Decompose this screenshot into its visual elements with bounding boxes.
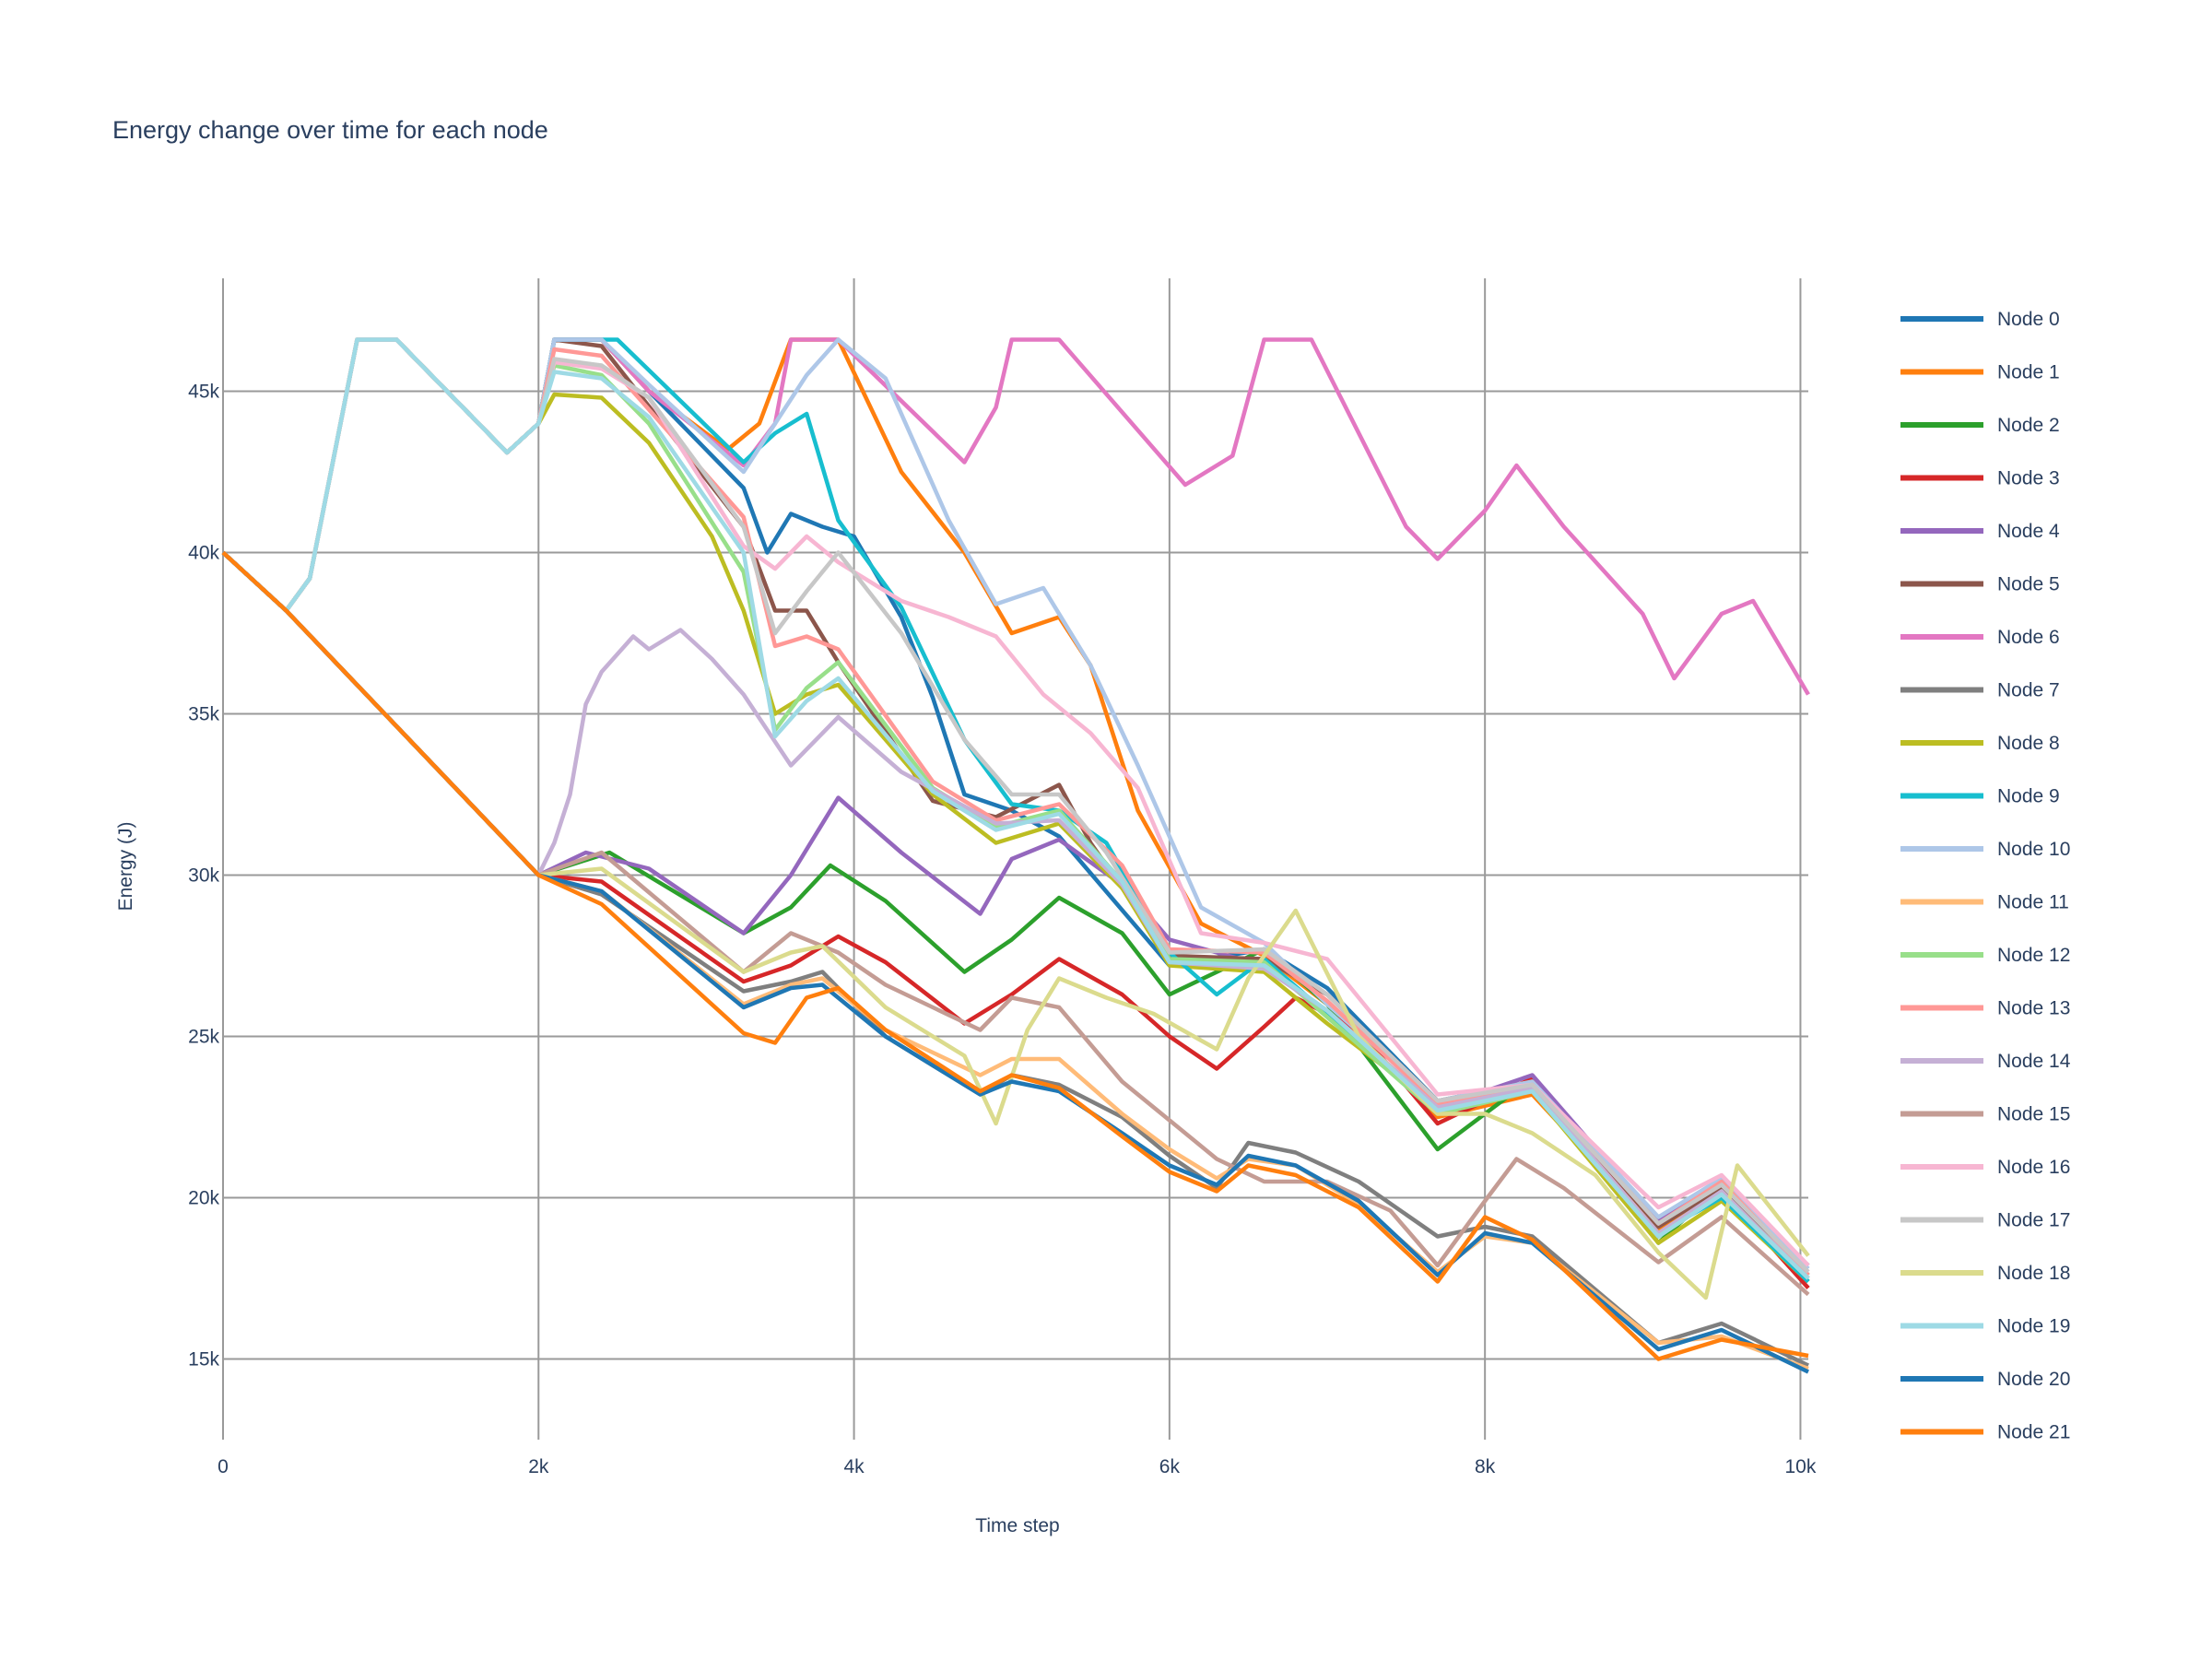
series-line-node-21 [221, 550, 1809, 1361]
grid-lines [222, 278, 1808, 1440]
legend-label: Node 13 [1997, 998, 2070, 1019]
series-lines [221, 337, 1810, 1374]
series-line-node-18 [221, 550, 1810, 1300]
legend-item-node-9[interactable]: Node 9 [1900, 786, 2060, 807]
y-axis-ticks: 15k 20k 25k 30k 35k 40k 45k [188, 382, 219, 1371]
legend-item-node-16[interactable]: Node 16 [1900, 1157, 2070, 1178]
legend-label: Node 20 [1997, 1369, 2070, 1390]
legend-label: Node 8 [1997, 733, 2060, 754]
x-tick-label: 10k [1785, 1456, 1817, 1477]
legend-label: Node 15 [1997, 1104, 2070, 1125]
legend-item-node-6[interactable]: Node 6 [1900, 627, 2060, 648]
legend-label: Node 11 [1997, 892, 2069, 913]
series-line-node-6 [221, 337, 1810, 696]
legend-label: Node 4 [1997, 521, 2060, 542]
legend-label: Node 6 [1997, 627, 2060, 648]
x-axis-label: Time step [975, 1515, 1059, 1536]
legend-label: Node 19 [1997, 1316, 2070, 1337]
legend-label: Node 16 [1997, 1157, 2070, 1178]
x-tick-label: 0 [218, 1456, 229, 1477]
legend-label: Node 0 [1997, 309, 2060, 330]
series-line-node-20 [221, 550, 1809, 1374]
legend-item-node-12[interactable]: Node 12 [1900, 945, 2070, 966]
y-tick-label: 20k [188, 1188, 219, 1209]
x-axis-ticks: 0 2k 4k 6k 8k 10k [218, 1456, 1817, 1477]
legend-label: Node 7 [1997, 680, 2060, 701]
x-tick-label: 6k [1159, 1456, 1181, 1477]
legend-item-node-3[interactable]: Node 3 [1900, 468, 2060, 489]
legend-label: Node 12 [1997, 945, 2070, 966]
series-line-node-7 [221, 550, 1809, 1368]
y-tick-label: 30k [188, 865, 219, 887]
legend-label: Node 10 [1997, 839, 2070, 860]
legend-item-node-11[interactable]: Node 11 [1900, 892, 2069, 913]
legend-item-node-14[interactable]: Node 14 [1900, 1051, 2071, 1072]
legend-item-node-8[interactable]: Node 8 [1900, 733, 2060, 754]
legend-item-node-0[interactable]: Node 0 [1900, 309, 2060, 330]
legend-item-node-5[interactable]: Node 5 [1900, 574, 2060, 595]
legend-item-node-17[interactable]: Node 17 [1900, 1210, 2070, 1231]
y-axis-label: Energy (J) [115, 822, 136, 912]
series-line-node-11 [221, 550, 1809, 1371]
y-tick-label: 40k [188, 543, 219, 564]
legend-label: Node 21 [1997, 1422, 2070, 1443]
series-line-node-15 [221, 550, 1810, 1297]
legend-label: Node 18 [1997, 1263, 2070, 1284]
y-tick-label: 35k [188, 704, 219, 725]
legend-item-node-10[interactable]: Node 10 [1900, 839, 2070, 860]
legend-item-node-21[interactable]: Node 21 [1900, 1422, 2070, 1443]
legend-label: Node 1 [1997, 362, 2060, 383]
legend-label: Node 14 [1997, 1051, 2071, 1072]
legend-item-node-13[interactable]: Node 13 [1900, 998, 2070, 1019]
y-tick-label: 45k [188, 382, 219, 403]
series-line-node-19 [221, 337, 1810, 1280]
legend-label: Node 3 [1997, 468, 2060, 489]
chart-title: Energy change over time for each node [112, 116, 548, 144]
legend-item-node-1[interactable]: Node 1 [1900, 362, 2060, 383]
x-tick-label: 4k [843, 1456, 865, 1477]
legend-label: Node 2 [1997, 415, 2060, 436]
legend-item-node-18[interactable]: Node 18 [1900, 1263, 2070, 1284]
legend: Node 0 Node 1 Node 2 Node 3 Node 4 Node 5 Node… [1900, 309, 2071, 1443]
legend-item-node-7[interactable]: Node 7 [1900, 680, 2060, 701]
legend-label: Node 5 [1997, 574, 2060, 595]
x-tick-label: 8k [1475, 1456, 1496, 1477]
x-tick-label: 2k [528, 1456, 549, 1477]
y-tick-label: 15k [188, 1349, 219, 1371]
legend-label: Node 9 [1997, 786, 2060, 807]
legend-item-node-19[interactable]: Node 19 [1900, 1316, 2070, 1337]
legend-item-node-15[interactable]: Node 15 [1900, 1104, 2070, 1125]
legend-label: Node 17 [1997, 1210, 2070, 1231]
legend-item-node-4[interactable]: Node 4 [1900, 521, 2060, 542]
legend-item-node-2[interactable]: Node 2 [1900, 415, 2060, 436]
legend-item-node-20[interactable]: Node 20 [1900, 1369, 2070, 1390]
y-tick-label: 25k [188, 1027, 219, 1048]
